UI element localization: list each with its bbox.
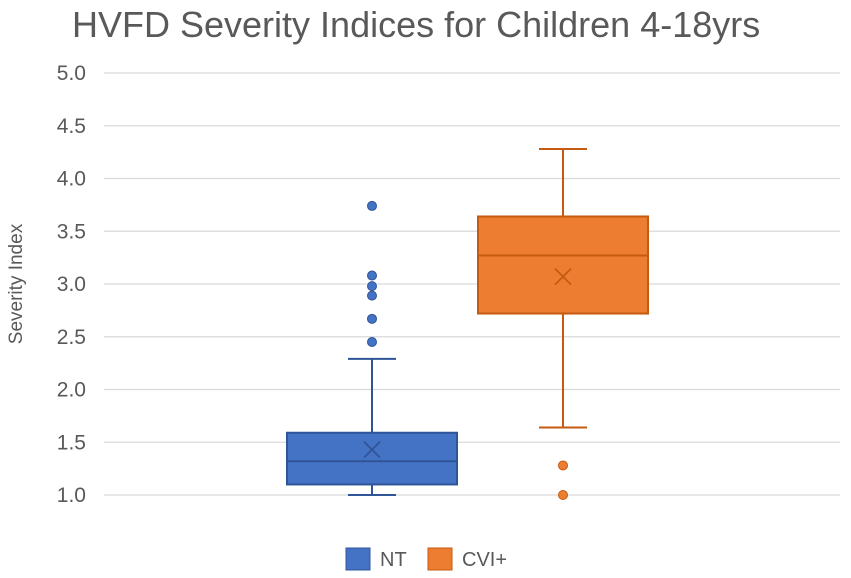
box-iqr <box>477 215 649 315</box>
outlier-point <box>367 200 377 211</box>
outlier-point <box>367 313 377 324</box>
box-iqr <box>286 431 458 486</box>
y-tick-label: 2.0 <box>57 379 86 402</box>
outlier-point <box>558 460 568 471</box>
y-tick-label: 3.0 <box>57 273 86 296</box>
mean-marker <box>554 267 572 286</box>
y-tick-label: 4.5 <box>57 115 86 138</box>
y-tick-label: 1.0 <box>57 484 86 507</box>
outlier-point <box>558 490 568 500</box>
y-tick-label: 4.0 <box>57 168 86 191</box>
y-tick-label: 2.5 <box>57 326 86 349</box>
chart-title: HVFD Severity Indices for Children 4-18y… <box>72 4 761 45</box>
mean-marker <box>363 440 381 459</box>
outlier-point <box>367 290 377 301</box>
y-tick-label: 5.0 <box>57 62 86 85</box>
y-axis-label: Severity Index <box>6 223 27 344</box>
legend-item-cvi: CVI+ <box>427 547 507 571</box>
legend-item-nt: NT <box>345 547 407 571</box>
legend-swatch <box>427 547 453 571</box>
legend-swatch <box>345 547 371 571</box>
box-series-cvi <box>477 147 649 500</box>
outlier-point <box>367 270 377 281</box>
legend-label: CVI+ <box>462 549 507 571</box>
y-tick-label: 1.5 <box>57 431 86 454</box>
legend-label: NT <box>380 549 407 571</box>
outlier-point <box>367 281 377 292</box>
box-series-nt <box>286 200 458 496</box>
y-tick-label: 3.5 <box>57 220 86 243</box>
outlier-point <box>367 337 377 348</box>
